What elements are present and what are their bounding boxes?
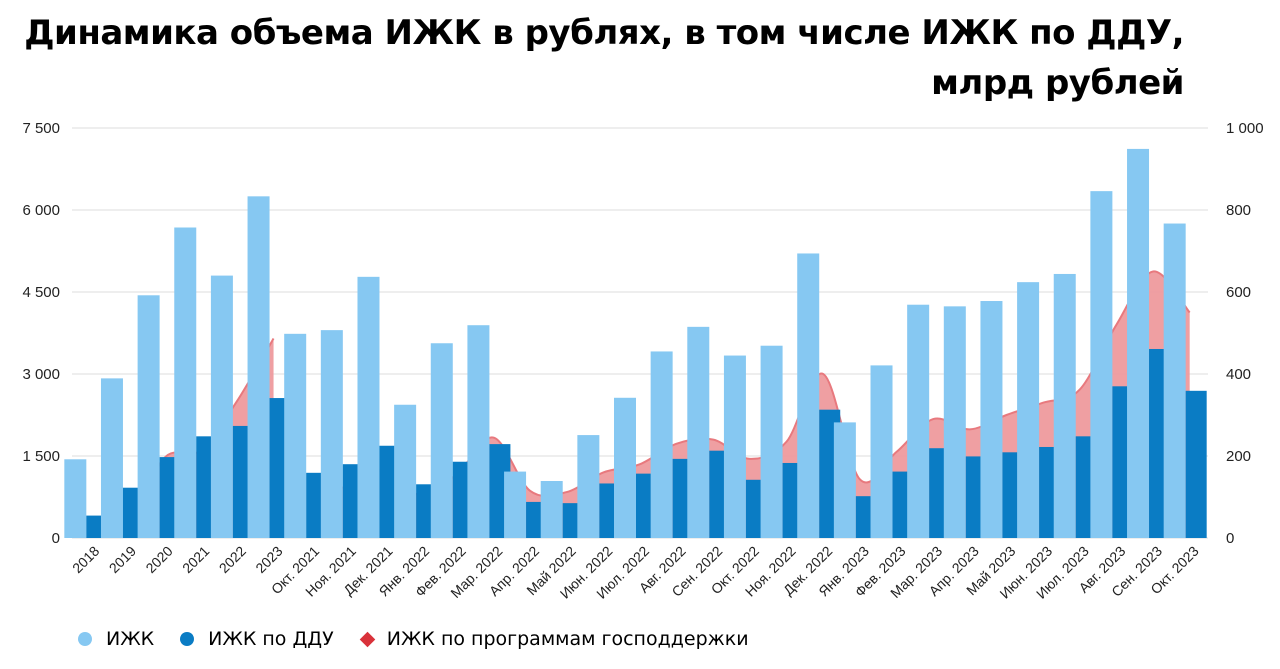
x-tick-label: 2022 xyxy=(216,543,249,576)
legend-marker-izhk-ddu xyxy=(180,632,195,646)
y-left-tick-label: 3 000 xyxy=(22,366,60,383)
x-tick-label: 2019 xyxy=(106,543,139,576)
bar-izhk xyxy=(577,435,600,538)
bar-izhk xyxy=(137,295,160,538)
bar-izhk xyxy=(320,330,343,538)
bar-izhk xyxy=(797,253,820,538)
bar-izhk xyxy=(760,345,783,538)
bar-izhk xyxy=(210,275,233,538)
bar-izhk xyxy=(430,343,453,538)
y-left-tick-label: 6 000 xyxy=(22,202,60,219)
bar-izhk xyxy=(467,325,490,538)
bar-izhk xyxy=(357,276,380,538)
y-right-tick-label: 400 xyxy=(1226,366,1251,383)
legend-label-izhk: ИЖК xyxy=(106,628,155,650)
bar-izhk xyxy=(1127,148,1150,538)
y-right-tick-label: 600 xyxy=(1226,284,1251,301)
bar-izhk xyxy=(504,471,527,538)
legend-item-izhk: ИЖК xyxy=(78,628,154,650)
x-tick-label: 2018 xyxy=(69,543,102,576)
y-left-tick-label: 1 500 xyxy=(22,448,60,465)
bar-izhk xyxy=(1163,223,1186,538)
bar-izhk xyxy=(907,304,930,538)
bar-izhk xyxy=(943,306,966,538)
bar-izhk-ddu xyxy=(1185,390,1207,538)
bar-izhk xyxy=(833,422,856,538)
legend-item-izhk-gov: ИЖК по программам господдержки xyxy=(359,628,749,650)
y-right-tick-label: 1 000 xyxy=(1226,120,1264,137)
bar-izhk xyxy=(650,351,673,538)
legend: ИЖК ИЖК по ДДУ ИЖК по программам господд… xyxy=(78,628,775,650)
bar-izhk xyxy=(100,378,123,538)
bar-izhk xyxy=(64,459,87,538)
bar-izhk xyxy=(614,397,636,538)
bar-izhk xyxy=(1053,273,1076,538)
legend-label-izhk-gov: ИЖК по программам господдержки xyxy=(386,628,749,650)
legend-marker-izhk-gov xyxy=(359,631,376,647)
bar-izhk xyxy=(540,481,563,538)
bar-izhk xyxy=(394,404,417,538)
bar-izhk xyxy=(687,326,710,538)
chart-title-line1: Динамика объема ИЖК в рублях, в том числ… xyxy=(24,13,1184,53)
chart-title-line2: млрд рублей xyxy=(931,63,1184,103)
y-left-tick-label: 7 500 xyxy=(22,120,60,137)
chart-title: Динамика объема ИЖК в рублях, в том числ… xyxy=(4,8,1184,108)
y-right-tick-label: 200 xyxy=(1226,448,1251,465)
bar-izhk xyxy=(980,301,1003,538)
bar-izhk xyxy=(247,196,270,539)
bar-izhk xyxy=(284,333,307,538)
bar-izhk xyxy=(1017,282,1040,538)
x-tick-label: 2023 xyxy=(252,543,285,576)
y-right-tick-label: 0 xyxy=(1226,530,1234,547)
legend-label-izhk-ddu: ИЖК по ДДУ xyxy=(208,628,334,650)
bar-izhk xyxy=(1090,191,1113,538)
bars xyxy=(64,148,1207,539)
x-tick-label: 2020 xyxy=(142,543,175,576)
legend-item-izhk-ddu: ИЖК по ДДУ xyxy=(180,628,334,650)
x-tick-label: 2021 xyxy=(179,543,212,576)
y-left-tick-label: 4 500 xyxy=(22,284,60,301)
y-left-tick-label: 0 xyxy=(52,530,60,547)
y-right-tick-label: 800 xyxy=(1226,202,1251,219)
bar-izhk xyxy=(723,355,746,538)
bar-izhk xyxy=(870,365,893,538)
legend-marker-izhk xyxy=(78,632,92,646)
bar-izhk xyxy=(174,227,197,538)
